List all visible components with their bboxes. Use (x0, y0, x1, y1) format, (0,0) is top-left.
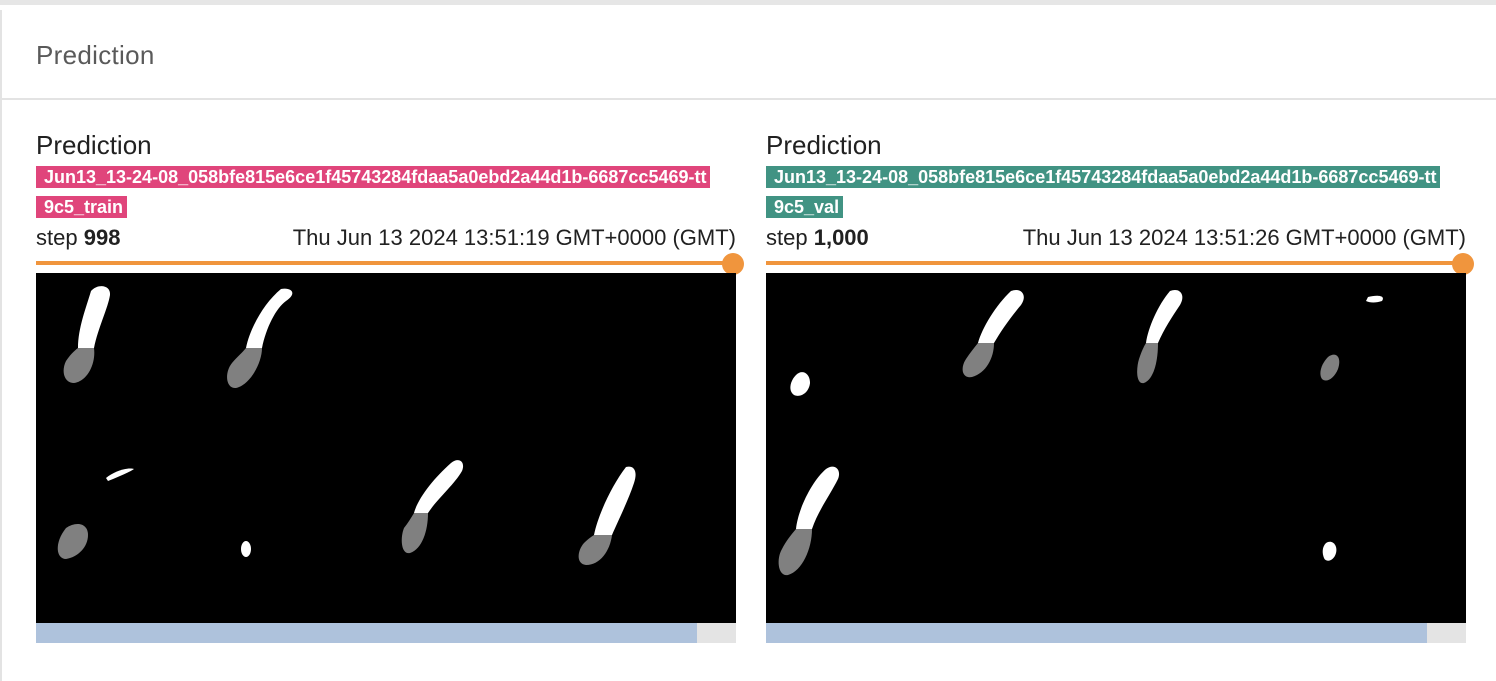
step-text: step 998 (36, 225, 121, 250)
image-card-val: Prediction Jun13_13-24-08_058bfe815e6ce1… (766, 129, 1474, 643)
step-slider[interactable] (766, 253, 1474, 275)
slider-thumb[interactable] (1452, 253, 1474, 275)
card-title: Prediction (766, 130, 882, 160)
panel-header[interactable]: Prediction (0, 10, 1496, 100)
slider-track[interactable] (36, 261, 732, 265)
panel-border (0, 100, 7, 681)
run-name-chip: Jun13_13-24-08_058bfe815e6ce1f45743284fd… (36, 166, 711, 218)
timestamp: Thu Jun 13 2024 13:51:26 GMT+0000 (GMT) (1022, 225, 1466, 250)
slider-track[interactable] (766, 261, 1462, 265)
horizontal-scrollbar[interactable] (766, 623, 1466, 643)
panel-title: Prediction (36, 40, 155, 70)
run-name-chip: Jun13_13-24-08_058bfe815e6ce1f45743284fd… (766, 166, 1441, 218)
prediction-image (36, 273, 736, 623)
step-text: step 1,000 (766, 225, 869, 250)
slider-thumb[interactable] (722, 253, 744, 275)
step-value: 1,000 (813, 225, 869, 250)
scrollbar-thumb[interactable] (766, 623, 1427, 643)
step-slider[interactable] (36, 253, 744, 275)
horizontal-scrollbar[interactable] (36, 623, 736, 643)
scrollbar-thumb[interactable] (36, 623, 697, 643)
image-card-train: Prediction Jun13_13-24-08_058bfe815e6ce1… (36, 129, 744, 643)
prediction-image (766, 273, 1466, 623)
card-title: Prediction (36, 130, 152, 160)
step-info: step 998 Thu Jun 13 2024 13:51:19 GMT+00… (36, 223, 736, 253)
step-info: step 1,000 Thu Jun 13 2024 13:51:26 GMT+… (766, 223, 1466, 253)
step-value: 998 (83, 225, 121, 250)
timestamp: Thu Jun 13 2024 13:51:19 GMT+0000 (GMT) (292, 225, 736, 250)
